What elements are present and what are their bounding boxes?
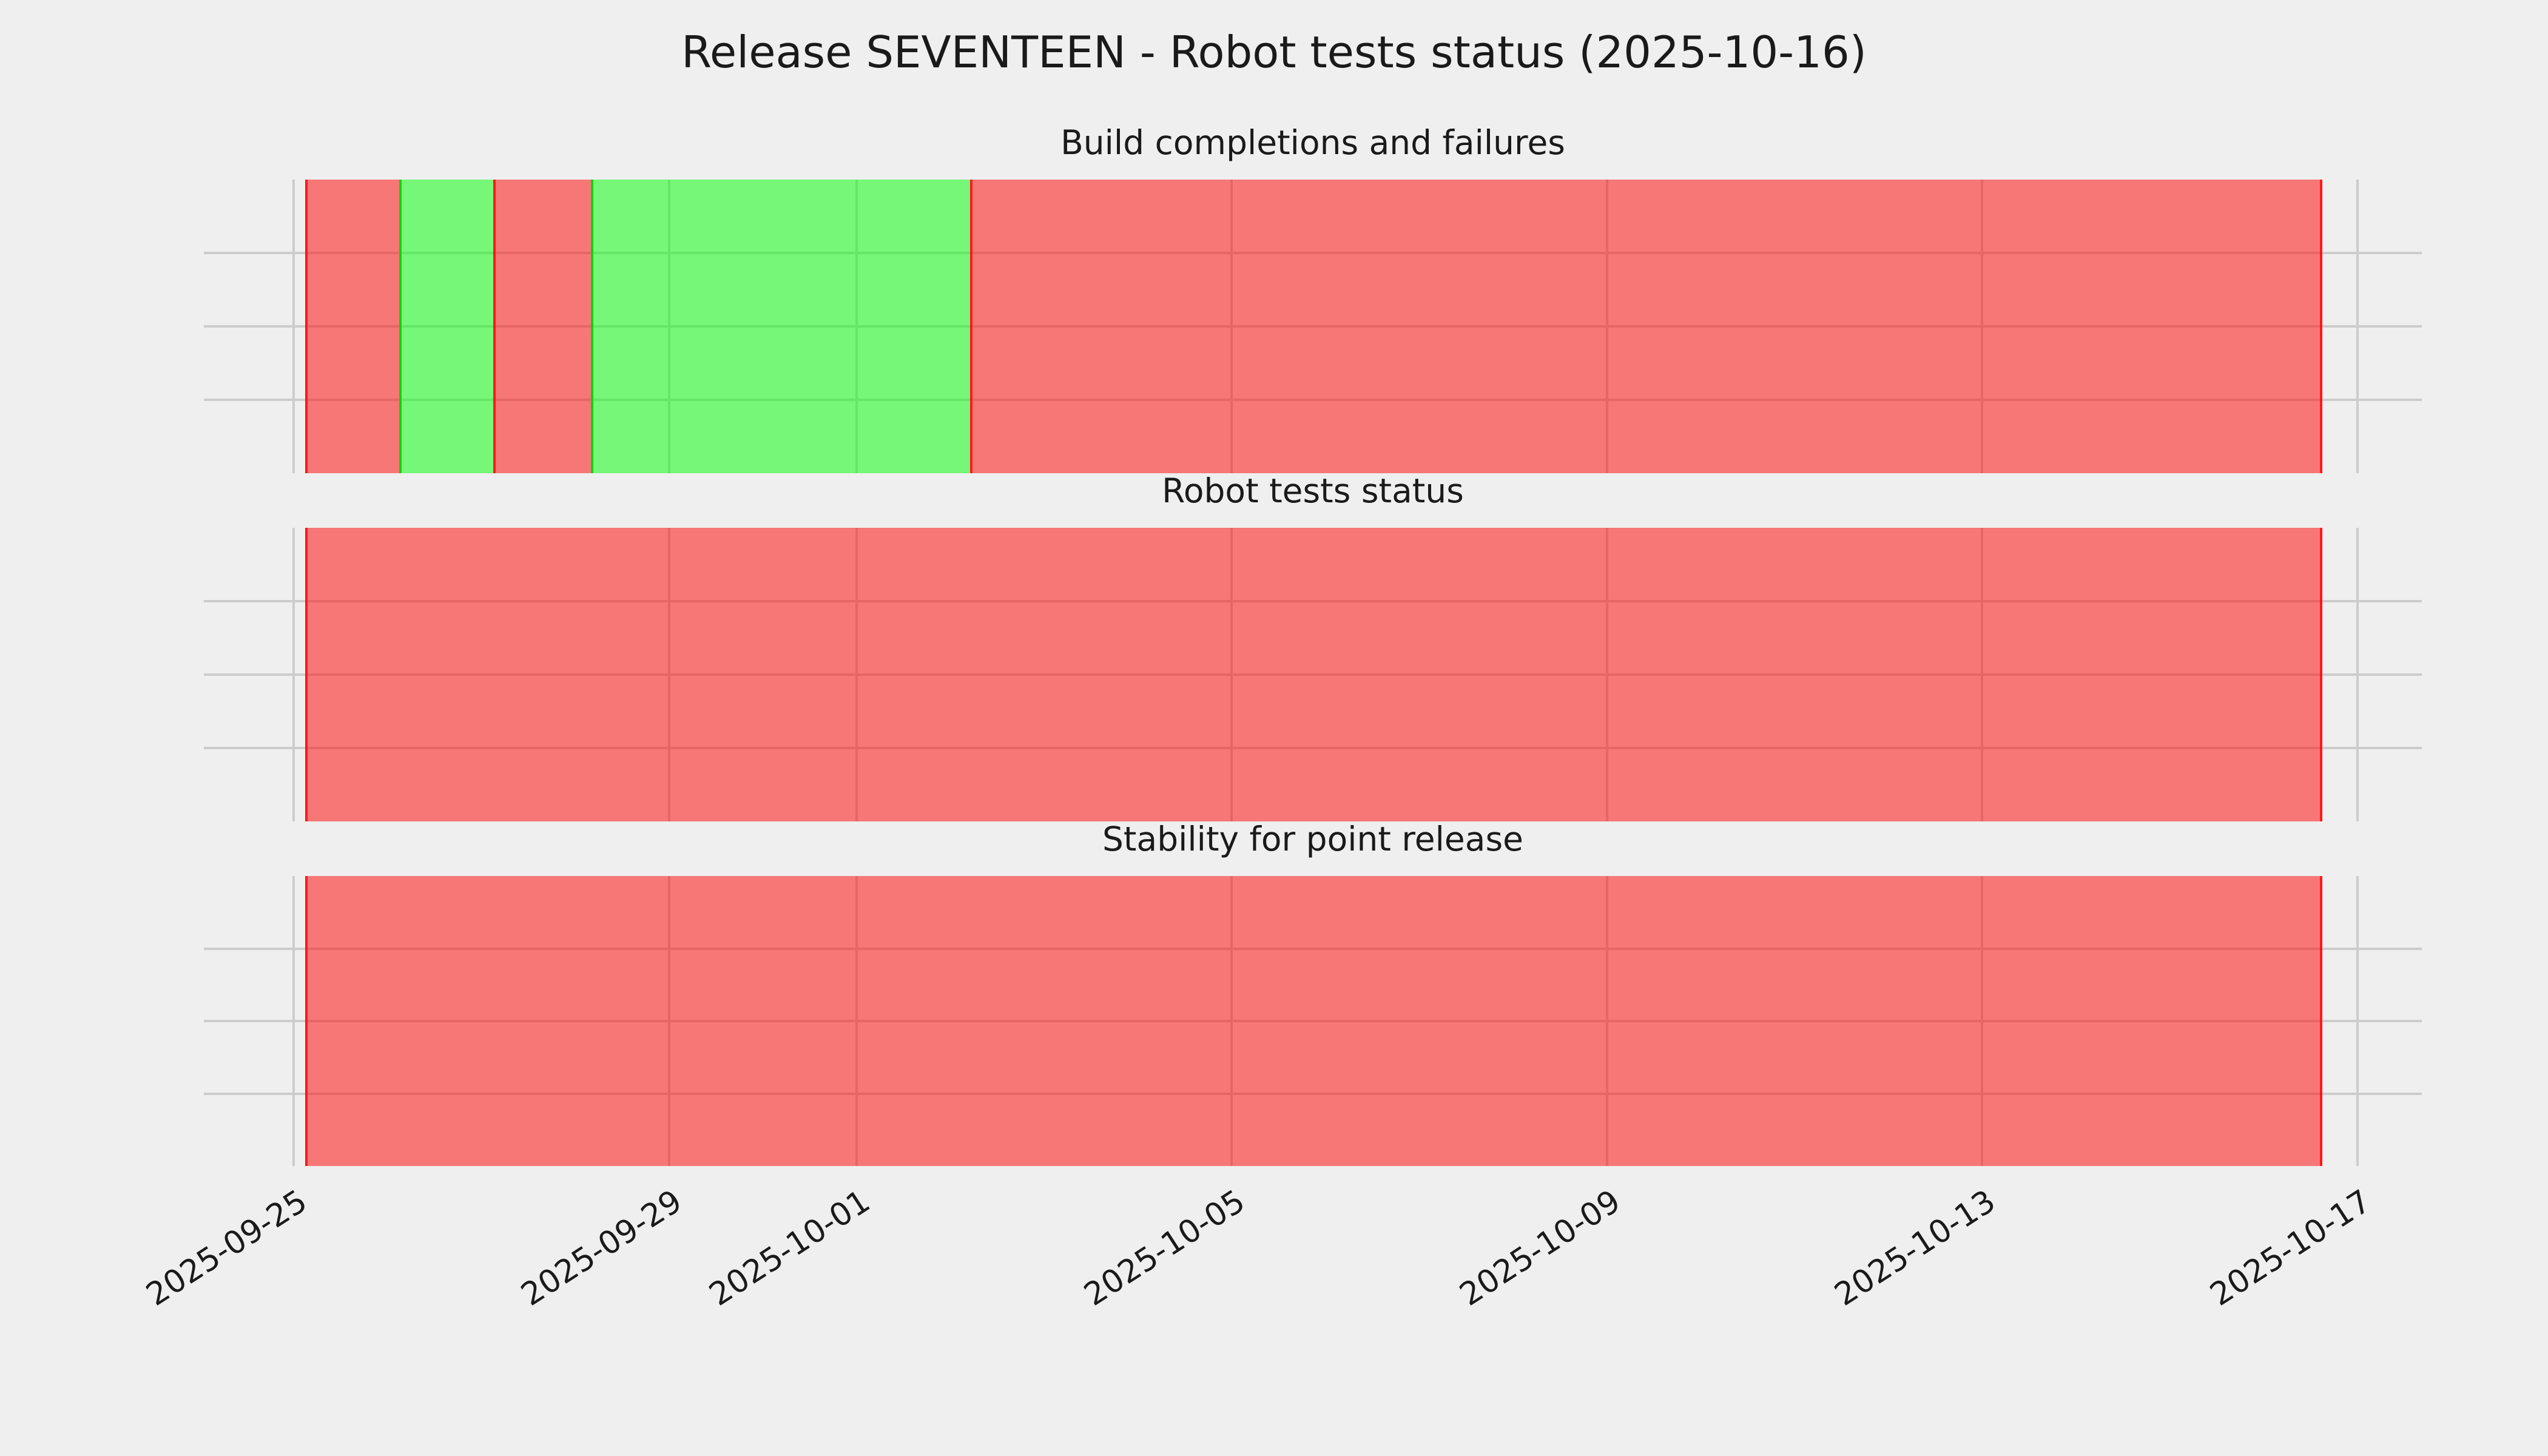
x-gridline [292, 180, 295, 473]
x-tick-label: 2025-10-01 [703, 1183, 877, 1313]
x-tick-label: 2025-10-09 [1453, 1183, 1627, 1313]
x-tick-label: 2025-10-13 [1828, 1183, 2002, 1313]
x-gridline [2356, 180, 2359, 473]
axes-build-completions [204, 180, 2422, 473]
status-segment-fail [493, 180, 591, 473]
axes-stability [204, 876, 2422, 1166]
status-segment-pass [399, 180, 493, 473]
x-tick-label: 2025-10-05 [1077, 1183, 1252, 1313]
x-tick-label: 2025-10-17 [2203, 1183, 2378, 1313]
x-gridline [2356, 876, 2359, 1166]
x-tick-label: 2025-09-25 [140, 1183, 314, 1313]
status-segment-fail [305, 528, 2322, 821]
x-gridline [292, 528, 295, 821]
x-gridline [292, 876, 295, 1166]
x-gridline [2356, 528, 2359, 821]
subplot-title-build: Build completions and failures [1060, 123, 1565, 162]
axes-robot-tests [204, 528, 2422, 821]
status-segment-fail [305, 180, 400, 473]
status-segment-pass [590, 180, 970, 473]
status-segment-fail [305, 876, 2322, 1166]
x-tick-label: 2025-09-29 [515, 1183, 689, 1313]
figure-title: Release SEVENTEEN - Robot tests status (… [681, 27, 1867, 78]
subplot-title-stability: Stability for point release [1102, 820, 1523, 858]
subplot-title-robot: Robot tests status [1162, 471, 1464, 510]
status-segment-fail [969, 180, 2322, 473]
